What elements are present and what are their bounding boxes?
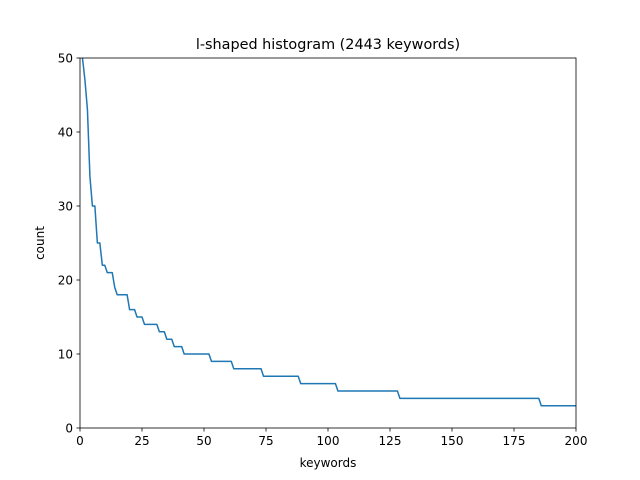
x-tick-label: 25 [134, 434, 149, 448]
y-tick-label: 20 [58, 273, 73, 287]
chart-title: l-shaped histogram (2443 keywords) [196, 37, 460, 53]
y-tick-label: 50 [58, 51, 73, 65]
x-tick-label: 50 [196, 434, 211, 448]
x-tick-label: 0 [76, 434, 84, 448]
x-tick-label: 175 [503, 434, 526, 448]
x-tick-label: 150 [441, 434, 464, 448]
x-tick-label: 100 [317, 434, 340, 448]
x-tick-label: 125 [379, 434, 402, 448]
y-tick-label: 40 [58, 125, 73, 139]
series-line-0 [81, 58, 576, 407]
plot-area [80, 58, 576, 428]
x-tick-label: 200 [565, 434, 588, 448]
y-tick-label: 0 [65, 421, 73, 435]
y-tick-label: 30 [58, 199, 73, 213]
x-tick-label: 75 [258, 434, 273, 448]
x-axis-label: keywords [300, 456, 357, 470]
y-axis-label: count [33, 226, 47, 260]
y-tick-label: 10 [58, 347, 73, 361]
